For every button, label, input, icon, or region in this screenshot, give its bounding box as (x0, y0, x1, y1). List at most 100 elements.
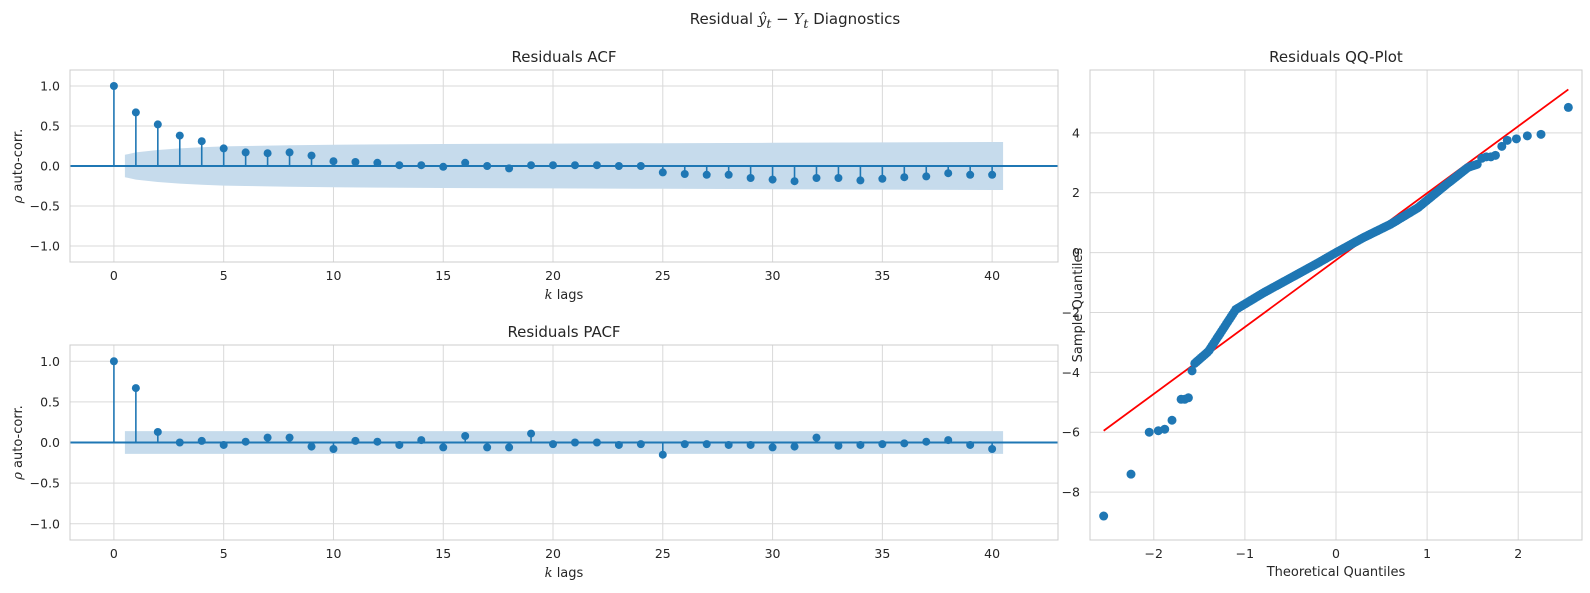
x-tick-label: 0 (110, 268, 118, 283)
acf-point (483, 162, 492, 170)
y-tick-label: 1.0 (40, 354, 60, 369)
acf-point (768, 175, 777, 184)
acf-point (724, 170, 733, 179)
pacf-point (505, 443, 514, 452)
acf-point (746, 174, 755, 182)
qq-point (1160, 424, 1170, 434)
acf-panel: 0 5 10 15 20 25 30 35 40 −1.0 −0.5 0.0 0.5 1.0 Residua… (11, 48, 1059, 303)
x-tick-label: 20 (545, 268, 561, 283)
acf-y-axis-label: ρ auto-corr. (11, 129, 26, 204)
acf-point (373, 158, 382, 167)
pacf-point (175, 438, 184, 447)
pacf-x-axis-label: k lags (545, 566, 584, 581)
pacf-point (461, 432, 470, 440)
qq-point (1187, 366, 1197, 376)
acf-point (527, 161, 536, 170)
x-tick-label: 15 (435, 546, 451, 561)
axes-frame (69, 69, 1059, 263)
acf-point (680, 170, 689, 178)
acf-point (395, 161, 404, 170)
x-tick-label: 40 (984, 546, 1000, 561)
acf-point (461, 158, 470, 167)
acf-point (131, 108, 140, 117)
figure-suptitle: Residual ŷt − Yt Diagnostics (689, 10, 901, 31)
pacf-point (307, 442, 316, 451)
y-tick-label: −8 (1062, 485, 1080, 500)
pacf-point (549, 440, 558, 449)
pacf-point (417, 436, 426, 445)
y-tick-label: 0.0 (40, 435, 60, 450)
x-tick-label: 0 (110, 546, 118, 561)
qq-point (1536, 129, 1546, 139)
acf-point (702, 170, 711, 179)
acf-point (790, 177, 799, 186)
pacf-point (373, 437, 382, 446)
pacf-point (680, 440, 689, 449)
acf-point (197, 137, 206, 146)
acf-point (417, 161, 426, 170)
y-tick-label: 0.5 (40, 119, 60, 134)
qq-point (1183, 393, 1193, 403)
y-tick-label: −0.5 (30, 199, 60, 214)
qq-point (1497, 141, 1507, 151)
acf-point (109, 82, 118, 90)
acf-point (570, 161, 579, 170)
acf-point (505, 164, 514, 173)
qq-point (1511, 134, 1521, 144)
qq-reference-line (1103, 88, 1569, 432)
acf-point (285, 148, 294, 157)
pacf-point (395, 440, 404, 449)
qq-y-axis-label: Sample Quantiles (1071, 247, 1086, 362)
x-tick-label: 10 (326, 268, 342, 283)
pacf-panel: 0 5 10 15 20 25 30 35 40 −1.0 −0.5 0.0 0.5 1.0 Residua… (11, 323, 1059, 581)
pacf-point (878, 440, 887, 449)
qq-point (1126, 469, 1136, 479)
pacf-point (153, 427, 162, 436)
pacf-point (527, 429, 536, 438)
pacf-point (834, 441, 843, 450)
x-tick-label: 30 (765, 268, 781, 283)
y-tick-label: 0.5 (40, 394, 60, 409)
acf-point (153, 120, 162, 129)
pacf-point (197, 436, 206, 445)
x-tick-label: 25 (655, 546, 671, 561)
qq-point (1490, 150, 1500, 160)
qq-point (1563, 102, 1573, 112)
qq-point (1522, 131, 1532, 141)
pacf-point (966, 440, 975, 449)
qq-point (1099, 511, 1109, 521)
acf-point (658, 168, 667, 177)
acf-point (439, 162, 448, 171)
qq-point (1502, 135, 1512, 145)
acf-point (592, 161, 601, 170)
qq-point (1167, 415, 1177, 425)
x-tick-label: 35 (874, 268, 890, 283)
acf-point (307, 151, 316, 160)
qq-x-axis-label: Theoretical Quantiles (1266, 565, 1406, 580)
pacf-point (790, 442, 799, 451)
pacf-point (856, 440, 865, 449)
y-tick-label: 2 (1072, 185, 1080, 200)
pacf-title: Residuals PACF (507, 323, 620, 341)
acf-title: Residuals ACF (511, 48, 616, 66)
y-tick-label: 1.0 (40, 79, 60, 94)
acf-point (922, 172, 931, 181)
y-tick-label: −4 (1062, 365, 1080, 380)
pacf-point (944, 436, 953, 445)
pacf-point (636, 440, 645, 449)
acf-point (988, 170, 997, 179)
acf-point (900, 173, 909, 182)
acf-point (834, 174, 843, 182)
pacf-point (614, 440, 623, 449)
acf-point (636, 162, 645, 170)
acf-point (241, 148, 250, 157)
pacf-point (285, 433, 294, 442)
axes-frame (1089, 69, 1583, 541)
acf-point (966, 170, 975, 179)
pacf-point (263, 433, 272, 442)
acf-point (219, 144, 228, 153)
pacf-y-axis-label: ρ auto-corr. (11, 405, 26, 480)
pacf-point (812, 433, 821, 442)
pacf-point (241, 437, 250, 446)
